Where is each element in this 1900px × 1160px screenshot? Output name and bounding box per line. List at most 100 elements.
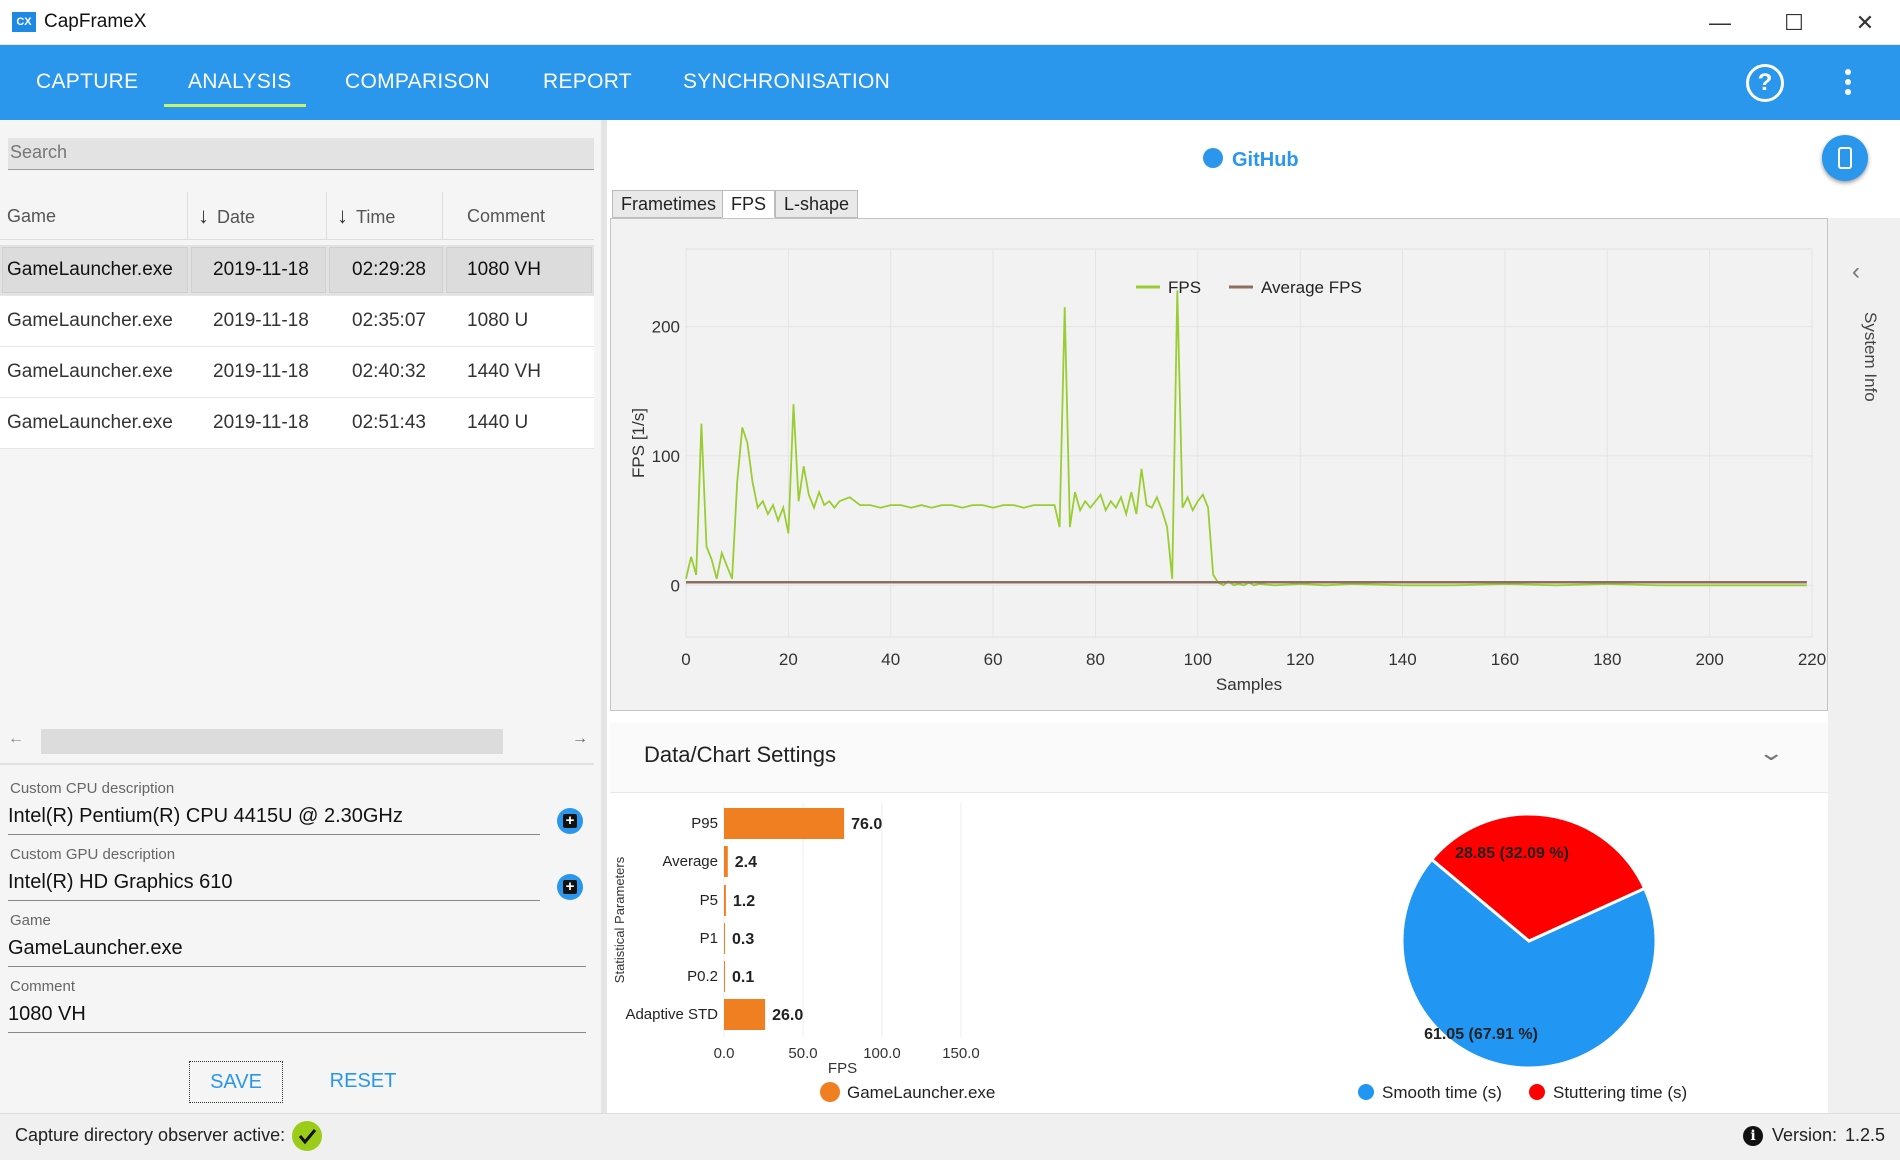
maximize-icon[interactable]: ☐ (1784, 10, 1804, 35)
bar (724, 923, 725, 954)
bar-category-label: P1 (700, 930, 718, 947)
pie-slice-label: 61.05 (67.91 %) (1424, 1026, 1538, 1043)
table-row[interactable]: GameLauncher.exe 2019-11-18 02:35:07 108… (0, 296, 594, 347)
bar-x-tick-label: 100.0 (863, 1045, 901, 1062)
cpu-description-label: Custom CPU description (10, 780, 175, 797)
cell-comment: 1080 VH (467, 259, 541, 280)
fps-line-chart: 0 20 40 60 80 100 120 140 160 180 200 220 0 100 200 Sam… (629, 248, 1826, 694)
column-header-time[interactable]: ↓ Time (327, 192, 443, 240)
gpu-description-label: Custom GPU description (10, 846, 176, 863)
bar-value-label: 0.3 (732, 931, 754, 948)
table-row[interactable]: GameLauncher.exe 2019-11-18 02:40:32 144… (0, 347, 594, 398)
panel-splitter[interactable] (601, 120, 607, 1113)
cell-time: 02:29:28 (352, 259, 426, 280)
bar-category-label: P95 (691, 815, 718, 832)
column-header-comment[interactable]: Comment (467, 206, 546, 226)
chevron-left-icon[interactable]: ‹ (1852, 258, 1860, 285)
tab-capture[interactable]: CAPTURE (36, 70, 139, 93)
main-nav (0, 45, 1900, 120)
bar-value-label: 26.0 (772, 1007, 803, 1024)
x-axis-label: Samples (1216, 675, 1282, 694)
reset-button[interactable]: RESET (329, 1070, 397, 1092)
cpu-description-field[interactable]: Intel(R) Pentium(R) CPU 4415U @ 2.30GHz (8, 801, 540, 835)
bar (724, 961, 725, 992)
x-tick-label: 100 (1184, 650, 1212, 669)
bar (724, 885, 726, 916)
chevron-down-icon[interactable]: ⌄ (1757, 740, 1786, 765)
bar-y-axis-label: Statistical Parameters (612, 856, 627, 983)
chart-settings-title[interactable]: Data/Chart Settings (644, 742, 836, 767)
cell-comment: 1080 U (467, 310, 529, 331)
x-tick-label: 20 (779, 650, 798, 669)
cell-game: GameLauncher.exe (7, 259, 173, 280)
pie-slice (1400, 857, 1658, 1070)
tab-report[interactable]: REPORT (543, 70, 632, 93)
minimize-icon[interactable]: — (1709, 10, 1731, 35)
chart-settings-expander[interactable] (610, 723, 1828, 793)
statistics-area: 0.0 50.0 100.0 150.0 FPS Statistical Paramete… (610, 797, 1828, 1113)
more-options-icon[interactable] (1838, 66, 1858, 100)
divider (0, 763, 594, 765)
tab-l-shape[interactable]: L-shape (775, 190, 859, 218)
tab-synchronisation[interactable]: SYNCHRONISATION (683, 70, 891, 93)
mobile-device-button[interactable] (1822, 135, 1868, 181)
bar-category-label: P5 (700, 892, 718, 909)
version-label: Version: (1772, 1125, 1838, 1145)
cell-time: 02:35:07 (352, 310, 426, 331)
bar (724, 846, 728, 877)
close-icon[interactable]: ✕ (1855, 10, 1875, 35)
plot-area (685, 248, 1813, 638)
system-info-label[interactable]: System Info (1861, 312, 1880, 402)
bar-value-label: 1.2 (733, 893, 755, 910)
legend-label: Average FPS (1261, 278, 1362, 297)
window-title: CapFrameX (44, 11, 147, 32)
cell-date: 2019-11-18 (213, 361, 309, 382)
x-tick-label: 80 (1086, 650, 1105, 669)
save-button[interactable]: SAVE (189, 1061, 283, 1103)
tab-frametimes[interactable]: Frametimes (612, 190, 726, 218)
legend-swatch (1529, 1084, 1545, 1100)
scroll-left-arrow-icon[interactable]: ← (8, 730, 24, 747)
column-header-date[interactable]: ↓ Date (188, 192, 327, 240)
gpu-description-field[interactable]: Intel(R) HD Graphics 610 (8, 867, 540, 901)
tab-fps[interactable]: FPS (722, 190, 776, 218)
help-icon[interactable]: ? (1746, 64, 1784, 102)
bar-value-label: 0.1 (732, 969, 754, 986)
phone-icon (1838, 147, 1852, 169)
cell-game: GameLauncher.exe (7, 361, 173, 382)
fps-chart-frame: 0 20 40 60 80 100 120 140 160 180 200 220 0 100 200 Sam… (610, 218, 1828, 711)
comment-field[interactable]: 1080 VH (8, 999, 586, 1033)
table-row[interactable]: GameLauncher.exe 2019-11-18 02:51:43 144… (0, 398, 594, 449)
system-info-panel[interactable] (1828, 218, 1900, 1113)
bar-x-tick-label: 50.0 (788, 1045, 817, 1062)
bar-value-label: 76.0 (851, 816, 882, 833)
x-tick-label: 140 (1388, 650, 1416, 669)
bar-category-label: P0.2 (687, 968, 718, 985)
plus-icon: + (563, 813, 577, 828)
scroll-right-arrow-icon[interactable]: → (572, 730, 588, 747)
y-axis-label: FPS [1/s] (629, 408, 648, 478)
game-field[interactable]: GameLauncher.exe (8, 933, 586, 967)
tab-analysis[interactable]: ANALYSIS (188, 70, 292, 93)
title-bar (0, 0, 1900, 45)
cell-comment: 1440 U (467, 412, 529, 433)
comment-label: Comment (10, 978, 76, 995)
check-icon (292, 1121, 322, 1151)
github-link[interactable]: GitHub (1203, 148, 1299, 172)
y-tick-label: 200 (652, 318, 680, 337)
legend-swatch (1358, 1084, 1374, 1100)
column-header-game[interactable]: Game (0, 192, 188, 240)
legend-label: GameLauncher.exe (847, 1083, 995, 1102)
legend-swatch (820, 1082, 840, 1102)
app-logo-icon: CX (12, 12, 36, 32)
table-row[interactable]: GameLauncher.exe 2019-11-18 02:29:28 108… (0, 245, 594, 296)
bar-value-label: 2.4 (735, 854, 757, 871)
add-cpu-button[interactable]: + (557, 808, 583, 834)
horizontal-scrollbar-thumb[interactable] (41, 729, 503, 754)
search-input[interactable]: Search (8, 138, 594, 170)
add-gpu-button[interactable]: + (557, 874, 583, 900)
x-tick-label: 200 (1695, 650, 1723, 669)
tab-comparison[interactable]: COMPARISON (345, 70, 490, 93)
legend-label: Smooth time (s) (1382, 1083, 1502, 1102)
y-tick-label: 100 (652, 447, 680, 466)
